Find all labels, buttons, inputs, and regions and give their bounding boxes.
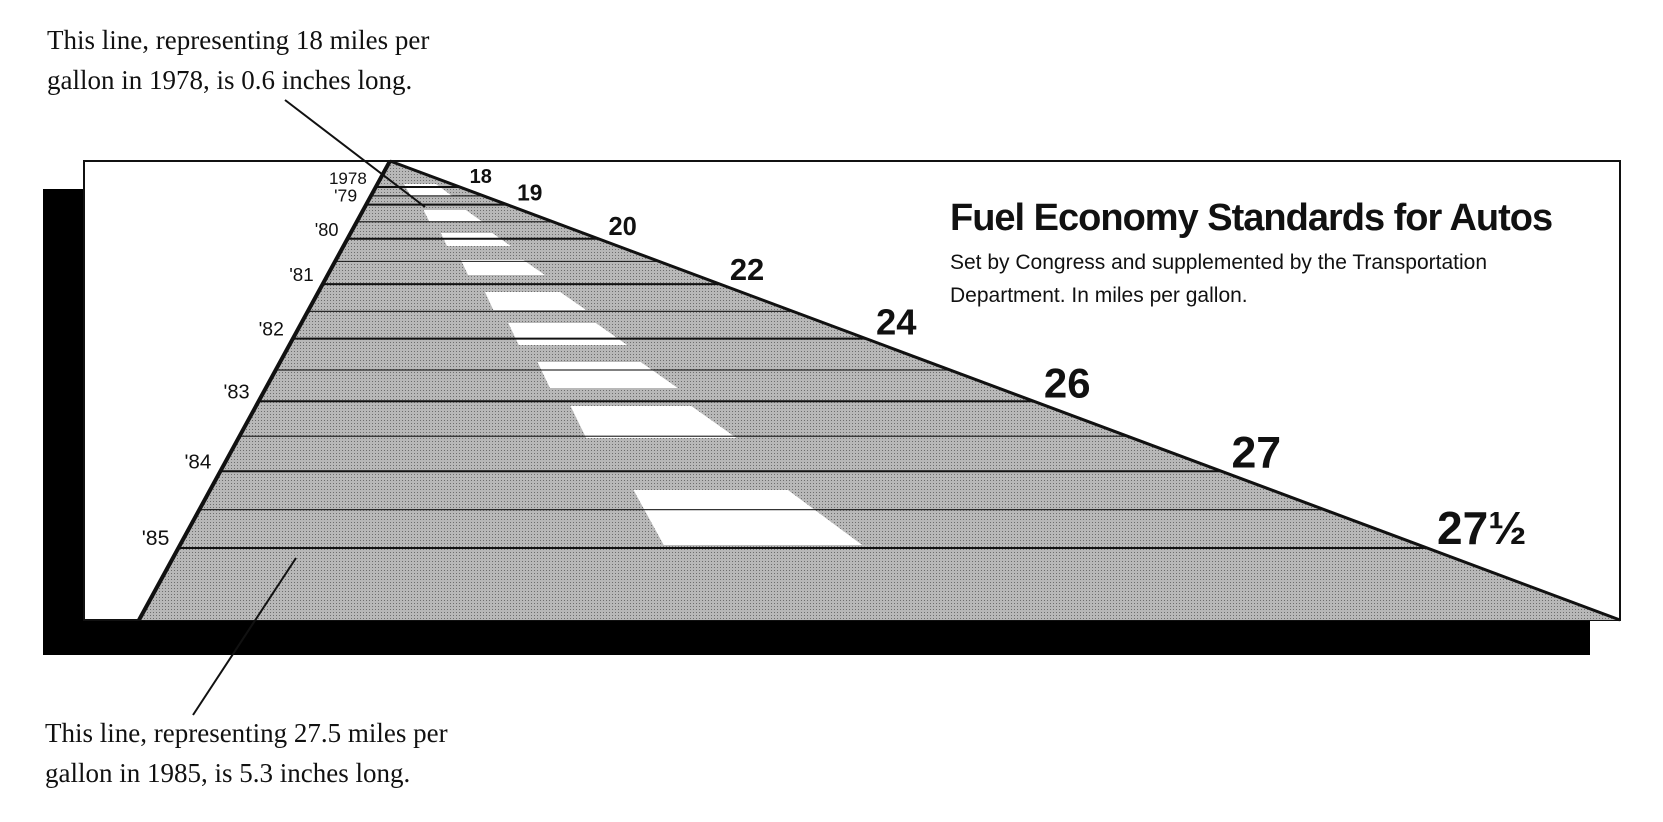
lane-marker-8	[633, 490, 863, 545]
year-label-6: '84	[184, 450, 211, 473]
annotation-bottom-line2: gallon in 1985, is 5.3 inches long.	[45, 758, 411, 788]
year-axis	[137, 160, 392, 621]
chart-title-block: Fuel Economy Standards for Autos Set by …	[950, 197, 1553, 312]
year-label-4: '82	[259, 319, 284, 341]
annotation-bottom: This line, representing 27.5 miles per g…	[45, 713, 448, 793]
road-triangle	[139, 161, 1620, 620]
lane-marker-3	[461, 260, 545, 275]
year-label-0: 1978	[329, 169, 367, 188]
value-label-3: 22	[730, 252, 764, 287]
value-label-5: 26	[1044, 359, 1091, 406]
mpg-edge	[389, 159, 1621, 622]
annotation-top-line2: gallon in 1978, is 0.6 inches long.	[47, 65, 413, 95]
year-label-5: '83	[224, 381, 250, 403]
annotation-leader-bottom	[192, 557, 297, 716]
lane-marker-7	[570, 406, 737, 438]
annotation-top-line1: This line, representing 18 miles per	[47, 25, 430, 55]
year-label-3: '81	[289, 264, 313, 285]
value-lines	[178, 186, 1428, 549]
value-label-7: 27½	[1437, 502, 1527, 554]
annotation-leader-top	[284, 99, 426, 208]
year-labels: 1978'79 '80 '81 '82 '83 '84 '85	[142, 169, 367, 550]
value-label-6: 27	[1231, 428, 1281, 477]
lane-markers	[404, 184, 863, 545]
lane-marker-4	[485, 292, 587, 310]
lane-marker-1	[423, 210, 483, 222]
year-label-7: '85	[142, 527, 170, 550]
annotation-top: This line, representing 18 miles per gal…	[47, 20, 429, 100]
annotation-bottom-line1: This line, representing 27.5 miles per	[45, 718, 448, 748]
value-labels: 18 19 20 22 24 26 27 27½	[470, 166, 1527, 554]
year-label-1: '79	[334, 186, 357, 206]
year-label-2: '80	[315, 220, 339, 240]
value-label-0: 18	[470, 166, 492, 188]
lane-marker-6	[537, 362, 678, 388]
value-label-1: 19	[517, 180, 542, 206]
value-label-2: 20	[608, 213, 636, 241]
value-label-4: 24	[876, 302, 917, 343]
chart-title: Fuel Economy Standards for Autos	[950, 197, 1553, 239]
chart-subtitle: Set by Congress and supplemented by the …	[950, 251, 1487, 307]
